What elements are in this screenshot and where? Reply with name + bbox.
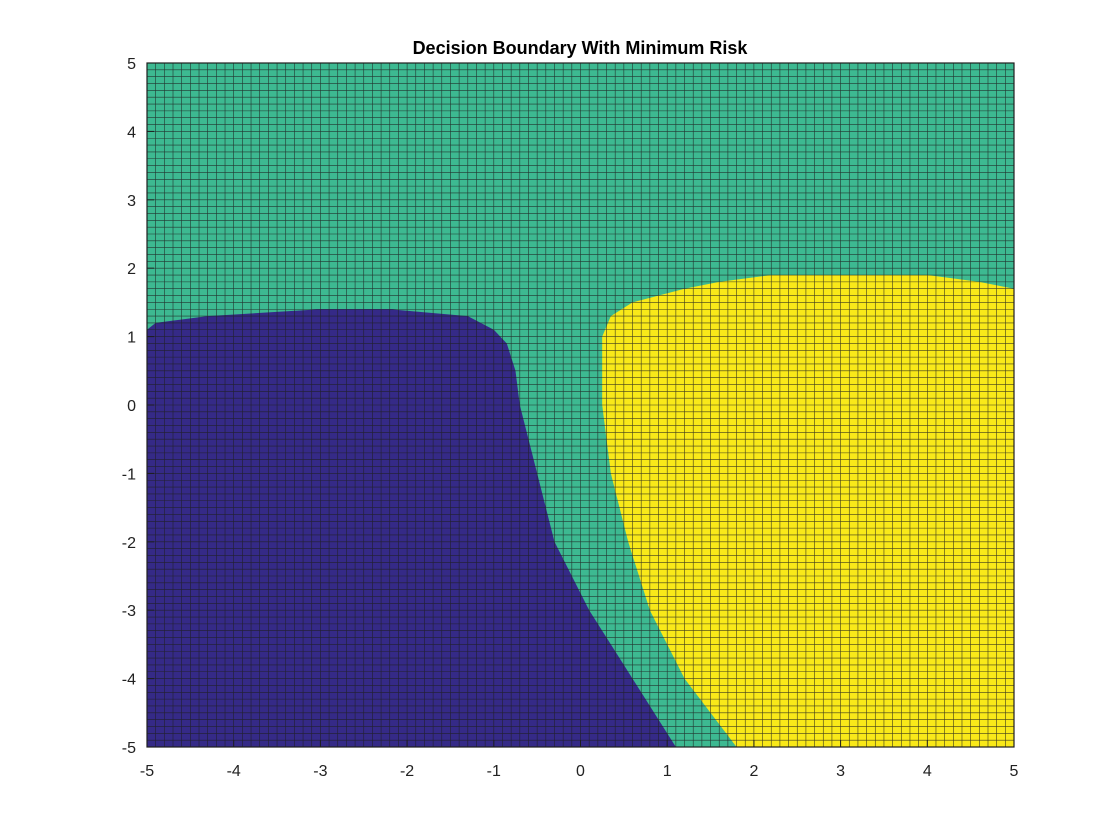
y-tick-label: -5 — [122, 740, 136, 757]
y-tick-label: 0 — [127, 398, 136, 415]
x-tick-label: 5 — [1010, 763, 1019, 780]
y-tick-label: 3 — [127, 193, 136, 210]
y-tick-label: 2 — [127, 261, 136, 278]
plot-area — [146, 62, 1015, 748]
x-tick-label: -4 — [227, 763, 241, 780]
y-tick-label: 4 — [127, 124, 136, 141]
y-tick-label: -3 — [122, 603, 136, 620]
x-axis-ticks: -5 -4 -3 -2 -1 0 1 2 3 4 5 — [140, 740, 1019, 780]
x-tick-label: -3 — [313, 763, 327, 780]
x-tick-label: -2 — [400, 763, 414, 780]
x-tick-label: -1 — [487, 763, 501, 780]
y-tick-label: -4 — [122, 672, 136, 689]
mesh-grid-lines — [146, 62, 1015, 748]
y-axis-ticks: -5 -4 -3 -2 -1 0 1 2 3 4 5 — [122, 56, 154, 757]
grid-layer — [146, 62, 1015, 748]
x-tick-label: -5 — [140, 763, 154, 780]
y-tick-label: 5 — [127, 56, 136, 73]
y-tick-label: -2 — [122, 535, 136, 552]
y-tick-label: -1 — [122, 466, 136, 483]
x-tick-label: 2 — [749, 763, 758, 780]
region-class-3 — [602, 275, 1014, 747]
x-tick-label: 1 — [663, 763, 672, 780]
y-tick-label: 1 — [127, 330, 136, 347]
chart-title: Decision Boundary With Minimum Risk — [413, 38, 749, 58]
x-tick-label: 3 — [836, 763, 845, 780]
x-tick-label: 0 — [576, 763, 585, 780]
x-tick-label: 4 — [923, 763, 932, 780]
